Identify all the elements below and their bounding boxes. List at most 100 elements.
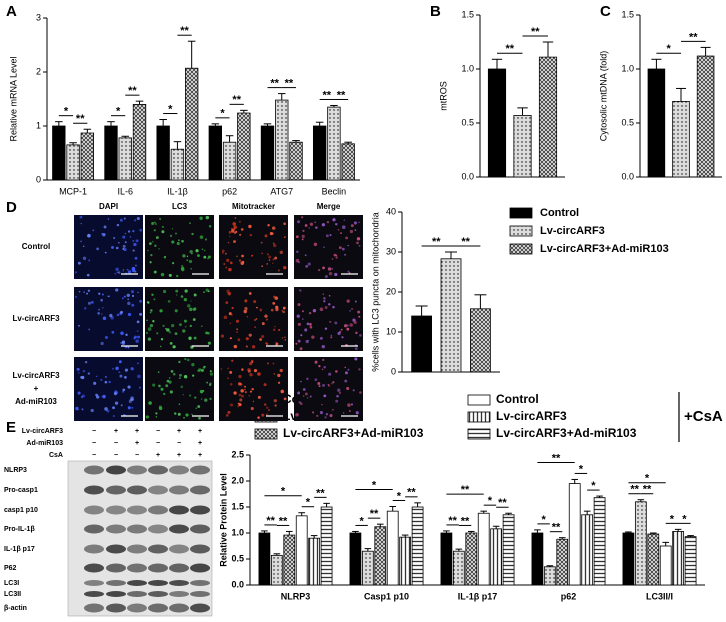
cell-signal — [200, 398, 203, 400]
cell-signal — [265, 342, 269, 346]
y-tick-label: 1.5 — [461, 9, 474, 19]
condition-sign: − — [156, 428, 160, 435]
significance-label: * — [670, 513, 675, 525]
cell-signal — [225, 414, 229, 417]
blot-band — [190, 563, 210, 573]
cell-signal — [358, 221, 360, 224]
blot-band — [148, 524, 168, 534]
cell-signal — [297, 339, 301, 343]
blot-band — [106, 544, 126, 554]
cell-signal — [312, 308, 317, 313]
cell-signal — [344, 366, 346, 369]
cell-signal — [179, 373, 182, 377]
bar — [684, 536, 697, 586]
bar — [104, 125, 118, 181]
cell-signal — [229, 322, 232, 325]
cell-signal — [127, 270, 132, 274]
bar — [411, 506, 424, 586]
cell-signal — [104, 375, 107, 378]
blot-band — [148, 580, 168, 586]
blot-band — [84, 485, 104, 495]
cell-signal — [304, 224, 308, 227]
csa-label: +CsA — [684, 408, 723, 425]
cell-signal — [221, 251, 224, 254]
cell-signal — [148, 401, 152, 405]
blot-band — [84, 524, 104, 534]
bar — [440, 532, 453, 586]
cell-signal — [88, 259, 91, 262]
cell-signal — [161, 230, 165, 234]
image-column-label: DAPI — [99, 202, 118, 211]
y-tick-label: 3 — [36, 12, 41, 22]
significance-label: ** — [461, 515, 470, 527]
bar — [647, 533, 660, 586]
cell-signal — [101, 293, 104, 296]
cell-signal — [297, 261, 301, 264]
cell-signal — [274, 325, 276, 328]
bar — [513, 115, 532, 178]
cell-signal — [318, 364, 321, 368]
significance-label: * — [541, 514, 546, 526]
cell-signal — [126, 268, 129, 271]
cell-signal — [160, 272, 165, 277]
cell-signal — [332, 305, 335, 309]
band-label: Pro-casp1 — [4, 487, 38, 494]
cell-signal — [205, 331, 209, 335]
cell-signal — [134, 256, 138, 260]
cell-signal — [78, 290, 81, 293]
cell-signal — [257, 416, 260, 419]
bar — [502, 514, 515, 586]
band-label: IL-1β p17 — [4, 546, 35, 553]
condition-label: CsA — [49, 452, 63, 459]
cell-signal — [124, 376, 127, 379]
legend-label: Lv-circARF3+Ad-miR103 — [283, 426, 424, 440]
cell-signal — [358, 315, 361, 318]
y-tick-label: 0 — [36, 174, 41, 184]
cell-signal — [231, 359, 234, 362]
cell-signal — [121, 341, 125, 346]
cell-signal — [159, 309, 163, 313]
cell-signal — [359, 333, 362, 337]
cell-signal — [314, 360, 318, 364]
cell-signal — [349, 310, 351, 312]
bar — [543, 566, 556, 586]
cell-signal — [251, 254, 254, 257]
cell-signal — [237, 338, 241, 342]
cell-signal — [322, 266, 325, 270]
y-axis-label: %cells with LC3 puncta on mitochondria — [370, 212, 380, 372]
cell-signal — [119, 218, 123, 222]
cell-signal — [233, 231, 237, 234]
cell-signal — [283, 222, 287, 226]
blot-band — [169, 580, 189, 586]
cell-signal — [353, 221, 357, 225]
cell-signal — [227, 367, 229, 370]
cell-signal — [314, 378, 318, 382]
cell-signal — [159, 218, 161, 220]
blot-band — [148, 485, 168, 495]
band-label: LC3I — [4, 580, 19, 587]
cell-signal — [309, 322, 312, 326]
cell-signal — [152, 383, 156, 387]
cell-signal — [127, 346, 130, 349]
cell-signal — [231, 306, 234, 310]
cell-signal — [253, 300, 257, 304]
cell-signal — [137, 374, 141, 379]
cell-signal — [183, 375, 188, 379]
image-column-label: Mitotracker — [232, 202, 275, 211]
bar — [386, 510, 399, 586]
cell-signal — [83, 307, 87, 310]
cell-signal — [187, 304, 191, 308]
cell-signal — [237, 382, 242, 386]
cell-signal — [169, 342, 173, 345]
cell-signal — [302, 229, 305, 232]
condition-sign: − — [92, 452, 96, 459]
cell-signal — [261, 252, 263, 255]
cell-signal — [337, 331, 341, 336]
cell-signal — [127, 230, 131, 233]
y-tick-label: 40 — [386, 206, 396, 216]
cell-signal — [119, 374, 123, 378]
cell-signal — [154, 221, 156, 224]
cell-signal — [107, 218, 110, 220]
cell-signal — [115, 366, 119, 371]
cell-signal — [152, 320, 155, 323]
